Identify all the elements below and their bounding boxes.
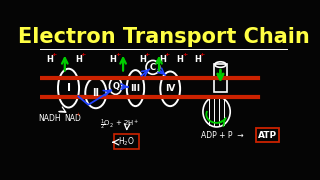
Text: +: + — [164, 52, 170, 57]
Text: +: + — [115, 52, 120, 57]
Text: +: + — [75, 112, 80, 117]
Text: III: III — [131, 84, 140, 93]
Text: ATP: ATP — [258, 131, 277, 140]
Text: +: + — [182, 52, 187, 57]
Text: H: H — [75, 55, 82, 64]
Text: II: II — [92, 88, 99, 98]
Text: +: + — [52, 52, 57, 57]
Text: H: H — [159, 55, 166, 64]
Text: IV: IV — [165, 84, 175, 93]
Text: ADP + P  →: ADP + P → — [201, 131, 244, 140]
Text: Q: Q — [112, 82, 119, 91]
Text: H: H — [110, 55, 116, 64]
Text: I: I — [67, 83, 70, 93]
Text: +: + — [199, 52, 204, 57]
Text: NAD: NAD — [64, 114, 81, 123]
Text: H: H — [194, 55, 201, 64]
Text: Electron Transport Chain: Electron Transport Chain — [18, 27, 310, 47]
Text: NADH: NADH — [39, 114, 61, 123]
Text: H$_2$O: H$_2$O — [118, 135, 135, 148]
Text: +: + — [145, 52, 150, 57]
Text: $\frac{1}{2}$O$_2$ + 2H$^+$: $\frac{1}{2}$O$_2$ + 2H$^+$ — [100, 118, 139, 132]
Text: +: + — [80, 52, 85, 57]
Text: H: H — [177, 55, 184, 64]
Text: H: H — [46, 55, 53, 64]
Text: H: H — [140, 55, 146, 64]
Text: C: C — [150, 63, 156, 72]
